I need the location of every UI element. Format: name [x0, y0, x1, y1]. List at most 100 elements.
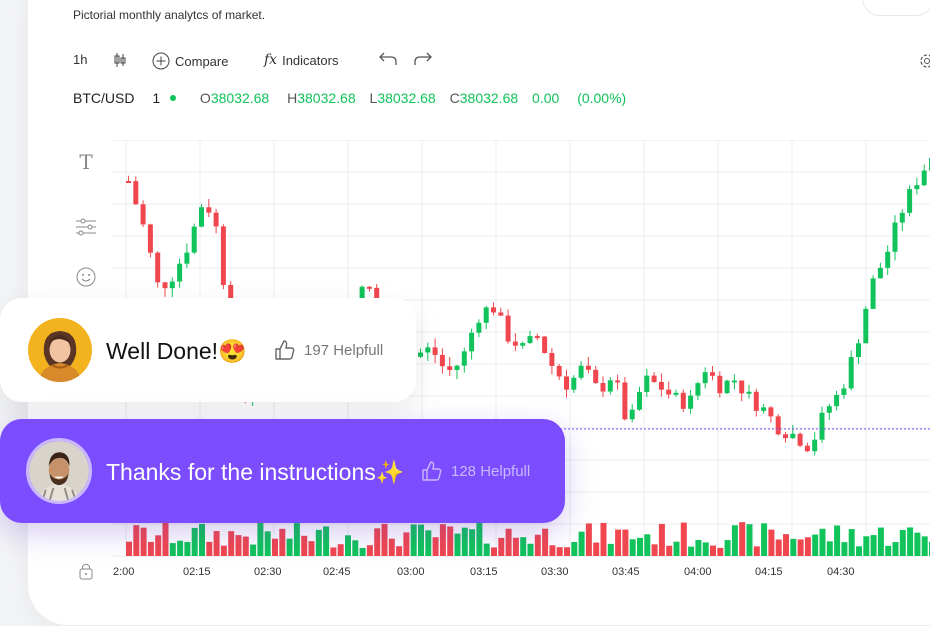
candle-body	[753, 391, 759, 411]
candle-body	[724, 380, 730, 394]
undo-button[interactable]	[378, 50, 398, 68]
candle-type-button[interactable]	[113, 52, 127, 68]
volume-bar	[418, 524, 424, 556]
heart-eyes-emoji: 😍	[218, 338, 247, 364]
comment-card-2[interactable]: Thanks for the instructions✨ 128 Helpful…	[0, 419, 565, 523]
volume-bar	[549, 545, 556, 556]
candle-body	[710, 372, 715, 376]
candle-body	[498, 312, 504, 316]
volume-bar	[242, 536, 249, 556]
candle-body	[184, 252, 190, 264]
volume-bar	[731, 525, 738, 556]
change-value: 0.00	[532, 90, 560, 106]
candlestick-chart[interactable]	[112, 140, 930, 560]
volume-bar	[585, 523, 592, 556]
candle-body	[731, 380, 737, 383]
volume-bar	[308, 541, 315, 556]
volume-bar	[710, 545, 716, 556]
volume-bar	[403, 532, 410, 556]
volume-bar	[169, 543, 176, 556]
comment-card-1[interactable]: Well Done!😍 197 Helpfull	[0, 298, 416, 402]
candle-body	[877, 267, 883, 279]
volume-bar	[359, 547, 366, 556]
volume-bar	[753, 546, 760, 556]
status-dot	[170, 95, 177, 102]
volume-bar	[345, 535, 351, 556]
text-tool-icon[interactable]: T	[79, 150, 93, 174]
volume-bar	[396, 546, 403, 556]
candle-body	[359, 286, 365, 302]
volume-bar	[410, 524, 417, 556]
candle-body	[162, 282, 168, 289]
volume-bar	[870, 535, 877, 556]
volume-bar	[527, 543, 534, 556]
candle-body	[374, 287, 380, 308]
volume-bar	[856, 546, 862, 556]
candle-body	[921, 170, 927, 186]
candle-body	[447, 366, 453, 371]
candle-body	[739, 380, 745, 394]
volume-bar	[834, 525, 841, 556]
helpful-count-2: 128 Helpfull	[451, 462, 531, 480]
helpful-button-2[interactable]: 128 Helpfull	[421, 460, 530, 482]
candle-body	[147, 224, 153, 253]
x-axis-label: 03:30	[541, 566, 569, 578]
candle-body	[695, 383, 701, 396]
candle-body	[651, 375, 657, 382]
interval-button[interactable]: 1h	[73, 52, 87, 67]
volume-bar	[425, 530, 432, 556]
volume-bar	[491, 547, 497, 556]
candle-body	[746, 391, 752, 394]
volume-bar	[892, 542, 899, 556]
volume-bar	[250, 544, 257, 556]
volume-bar	[315, 529, 322, 556]
candle-body	[892, 222, 898, 252]
volume-bar	[301, 535, 308, 556]
candle-body	[717, 375, 723, 394]
candle-body	[439, 354, 445, 367]
candle-body	[863, 308, 869, 344]
settings-button[interactable]	[918, 52, 930, 70]
compare-button[interactable]: Compare	[152, 52, 228, 70]
candle-body	[819, 412, 825, 440]
volume-bar	[534, 534, 541, 556]
volume-bar	[505, 528, 512, 556]
volume-bar	[454, 533, 461, 556]
helpful-button-1[interactable]: 197 Helpfull	[274, 339, 383, 361]
volume-bar	[615, 529, 622, 556]
candle-body	[133, 181, 139, 205]
volume-bar	[293, 522, 300, 556]
indicators-button[interactable]: fx Indicators	[264, 52, 338, 68]
emoji-tool-icon[interactable]	[75, 266, 97, 288]
volume-bar	[177, 540, 184, 556]
candle-body	[600, 383, 606, 392]
redo-button[interactable]	[413, 50, 433, 68]
volume-bar	[783, 534, 789, 556]
volume-bar	[140, 527, 147, 556]
candle-body	[571, 377, 577, 390]
volume-bar	[637, 537, 643, 556]
candle-body	[512, 341, 518, 346]
volume-bar	[469, 529, 476, 556]
volume-bar	[191, 527, 198, 556]
candle-body	[615, 380, 621, 383]
volume-bar	[812, 534, 819, 556]
candle-body	[520, 343, 526, 346]
volume-bar	[702, 542, 709, 556]
adjust-tool-icon[interactable]	[75, 216, 97, 238]
lock-icon[interactable]	[75, 561, 97, 583]
candle-body	[534, 336, 540, 339]
volume-bar	[578, 531, 585, 556]
open-value: 38032.68	[210, 90, 270, 106]
gear-icon	[920, 54, 930, 68]
volume-bar	[651, 544, 658, 556]
low-value: 38032.68	[377, 90, 436, 106]
volume-bar	[600, 522, 607, 556]
x-axis-label: 02:45	[323, 566, 351, 578]
candle-body	[702, 372, 708, 384]
volume-bar	[607, 543, 614, 556]
top-right-button[interactable]	[862, 0, 930, 16]
volume-bar	[746, 524, 753, 556]
volume-bar	[885, 545, 892, 556]
candle-body	[658, 381, 664, 390]
